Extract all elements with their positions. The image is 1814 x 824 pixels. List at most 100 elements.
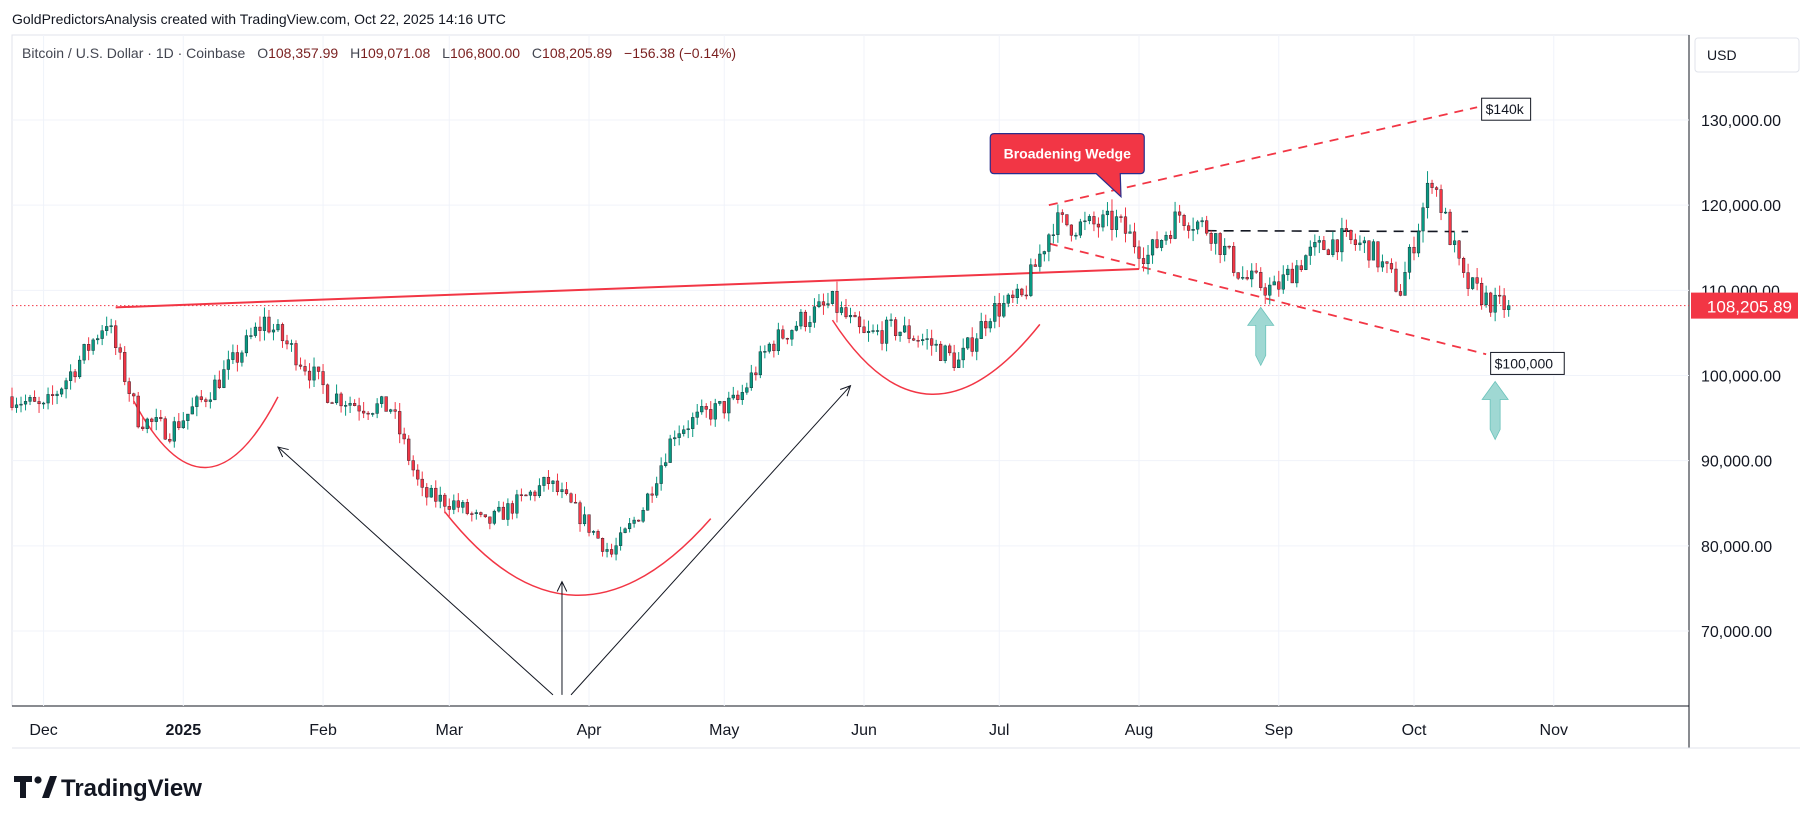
candle-body: [776, 329, 780, 352]
candle-body: [564, 489, 569, 494]
candle-body: [235, 352, 240, 363]
candle-body: [384, 396, 388, 412]
candle-body: [997, 303, 1001, 317]
candle-body: [217, 379, 221, 388]
tradingview-logo[interactable]: TradingView: [14, 775, 202, 802]
candle-body: [957, 359, 961, 368]
candle-body: [650, 493, 654, 496]
plot-area[interactable]: [11, 34, 1690, 707]
candle-body: [1448, 211, 1452, 245]
candle-body: [682, 429, 686, 434]
broadening-wedge-callout[interactable]: [989, 133, 1145, 199]
rounding-bottom-arc: [444, 511, 712, 596]
candle-body: [285, 340, 289, 345]
candle-body: [334, 393, 339, 404]
candle-body: [1241, 277, 1245, 279]
candle-body: [1493, 294, 1497, 313]
candle-body: [1425, 182, 1430, 208]
target-140k-box[interactable]: [1481, 97, 1532, 121]
candle-body: [794, 325, 799, 331]
candle-body: [375, 403, 379, 414]
candle-body: [506, 503, 510, 520]
candle-body: [82, 344, 86, 361]
candle-body: [145, 418, 149, 429]
candle-body: [393, 409, 397, 412]
candle-body: [853, 315, 857, 318]
candle-body: [1457, 240, 1461, 259]
candle-body: [1308, 246, 1312, 256]
candle-body: [1069, 224, 1073, 236]
candle-body: [1065, 214, 1069, 226]
candle-body: [632, 519, 636, 524]
candle-body: [542, 476, 546, 486]
time-tick-label: Nov: [1540, 722, 1568, 739]
candle-body: [1200, 220, 1204, 223]
currency-button[interactable]: USD: [1694, 37, 1800, 73]
time-tick-label: Mar: [436, 722, 464, 739]
candle-body: [181, 420, 185, 429]
candle-body: [1205, 220, 1209, 234]
candle-body: [398, 411, 402, 435]
candle-body: [78, 359, 82, 378]
candle-body: [204, 399, 208, 402]
time-tick-label: Jun: [851, 722, 877, 739]
candle-body: [758, 351, 762, 376]
candle-body: [429, 487, 433, 498]
target-100k-box[interactable]: [1490, 351, 1565, 375]
candle-body: [141, 426, 145, 429]
last-price-tag[interactable]: [1691, 292, 1798, 319]
candle-body: [1110, 210, 1114, 230]
candle-body: [55, 393, 59, 396]
candle-body: [366, 412, 370, 415]
candle-body: [1029, 264, 1033, 296]
candle-body: [501, 506, 505, 520]
candle-body: [1092, 216, 1096, 225]
candle-body: [993, 303, 997, 322]
candle-layer: [10, 171, 1511, 561]
candle-body: [307, 370, 312, 381]
candle-body: [46, 394, 50, 404]
price-tick-label: 90,000.00: [1701, 454, 1772, 471]
candle-body: [1340, 228, 1344, 253]
candle-body: [73, 371, 77, 378]
candle-body: [880, 330, 884, 344]
candle-body: [348, 403, 352, 406]
time-tick-label: Oct: [1402, 722, 1427, 739]
candle-body: [190, 406, 194, 415]
candle-body: [1489, 292, 1493, 313]
candle-body: [1295, 265, 1299, 284]
candle-body: [1286, 268, 1290, 275]
candle-body: [821, 301, 826, 306]
candle-body: [1502, 295, 1506, 310]
candle-body: [555, 480, 560, 492]
high-label: H: [350, 45, 360, 61]
candle-body: [325, 384, 330, 403]
candle-body: [280, 324, 285, 342]
price-axis[interactable]: 130,000.00120,000.00110,000.00100,000.00…: [1691, 113, 1798, 641]
candle-body: [1367, 240, 1371, 261]
candle-body: [618, 532, 623, 546]
time-axis[interactable]: Dec 2025 Feb Mar Apr May Jun Jul Aug Sep Oct Nov: [29, 722, 1568, 739]
candle-body: [1033, 264, 1037, 267]
candle-body: [826, 303, 830, 306]
neckline-dashed: [1206, 229, 1469, 233]
candle-body: [28, 397, 32, 402]
candle-body: [785, 338, 789, 340]
candle-body: [1096, 223, 1101, 228]
candle-body: [781, 329, 785, 339]
candle-body: [262, 316, 267, 331]
symbol-legend[interactable]: Bitcoin / U.S. Dollar · 1D · Coinbase O1…: [22, 45, 736, 61]
candle-body: [533, 491, 537, 497]
low-value: 106,800.00: [450, 45, 520, 61]
candle-body: [208, 399, 212, 402]
candle-body: [704, 406, 708, 410]
candle-body: [50, 394, 55, 396]
price-tick-label: 80,000.00: [1701, 539, 1772, 556]
candle-body: [109, 325, 113, 327]
candle-body: [1209, 233, 1213, 244]
candle-body: [339, 393, 343, 407]
candle-body: [100, 330, 104, 339]
candle-body: [1335, 239, 1339, 253]
candle-body: [1443, 211, 1448, 214]
